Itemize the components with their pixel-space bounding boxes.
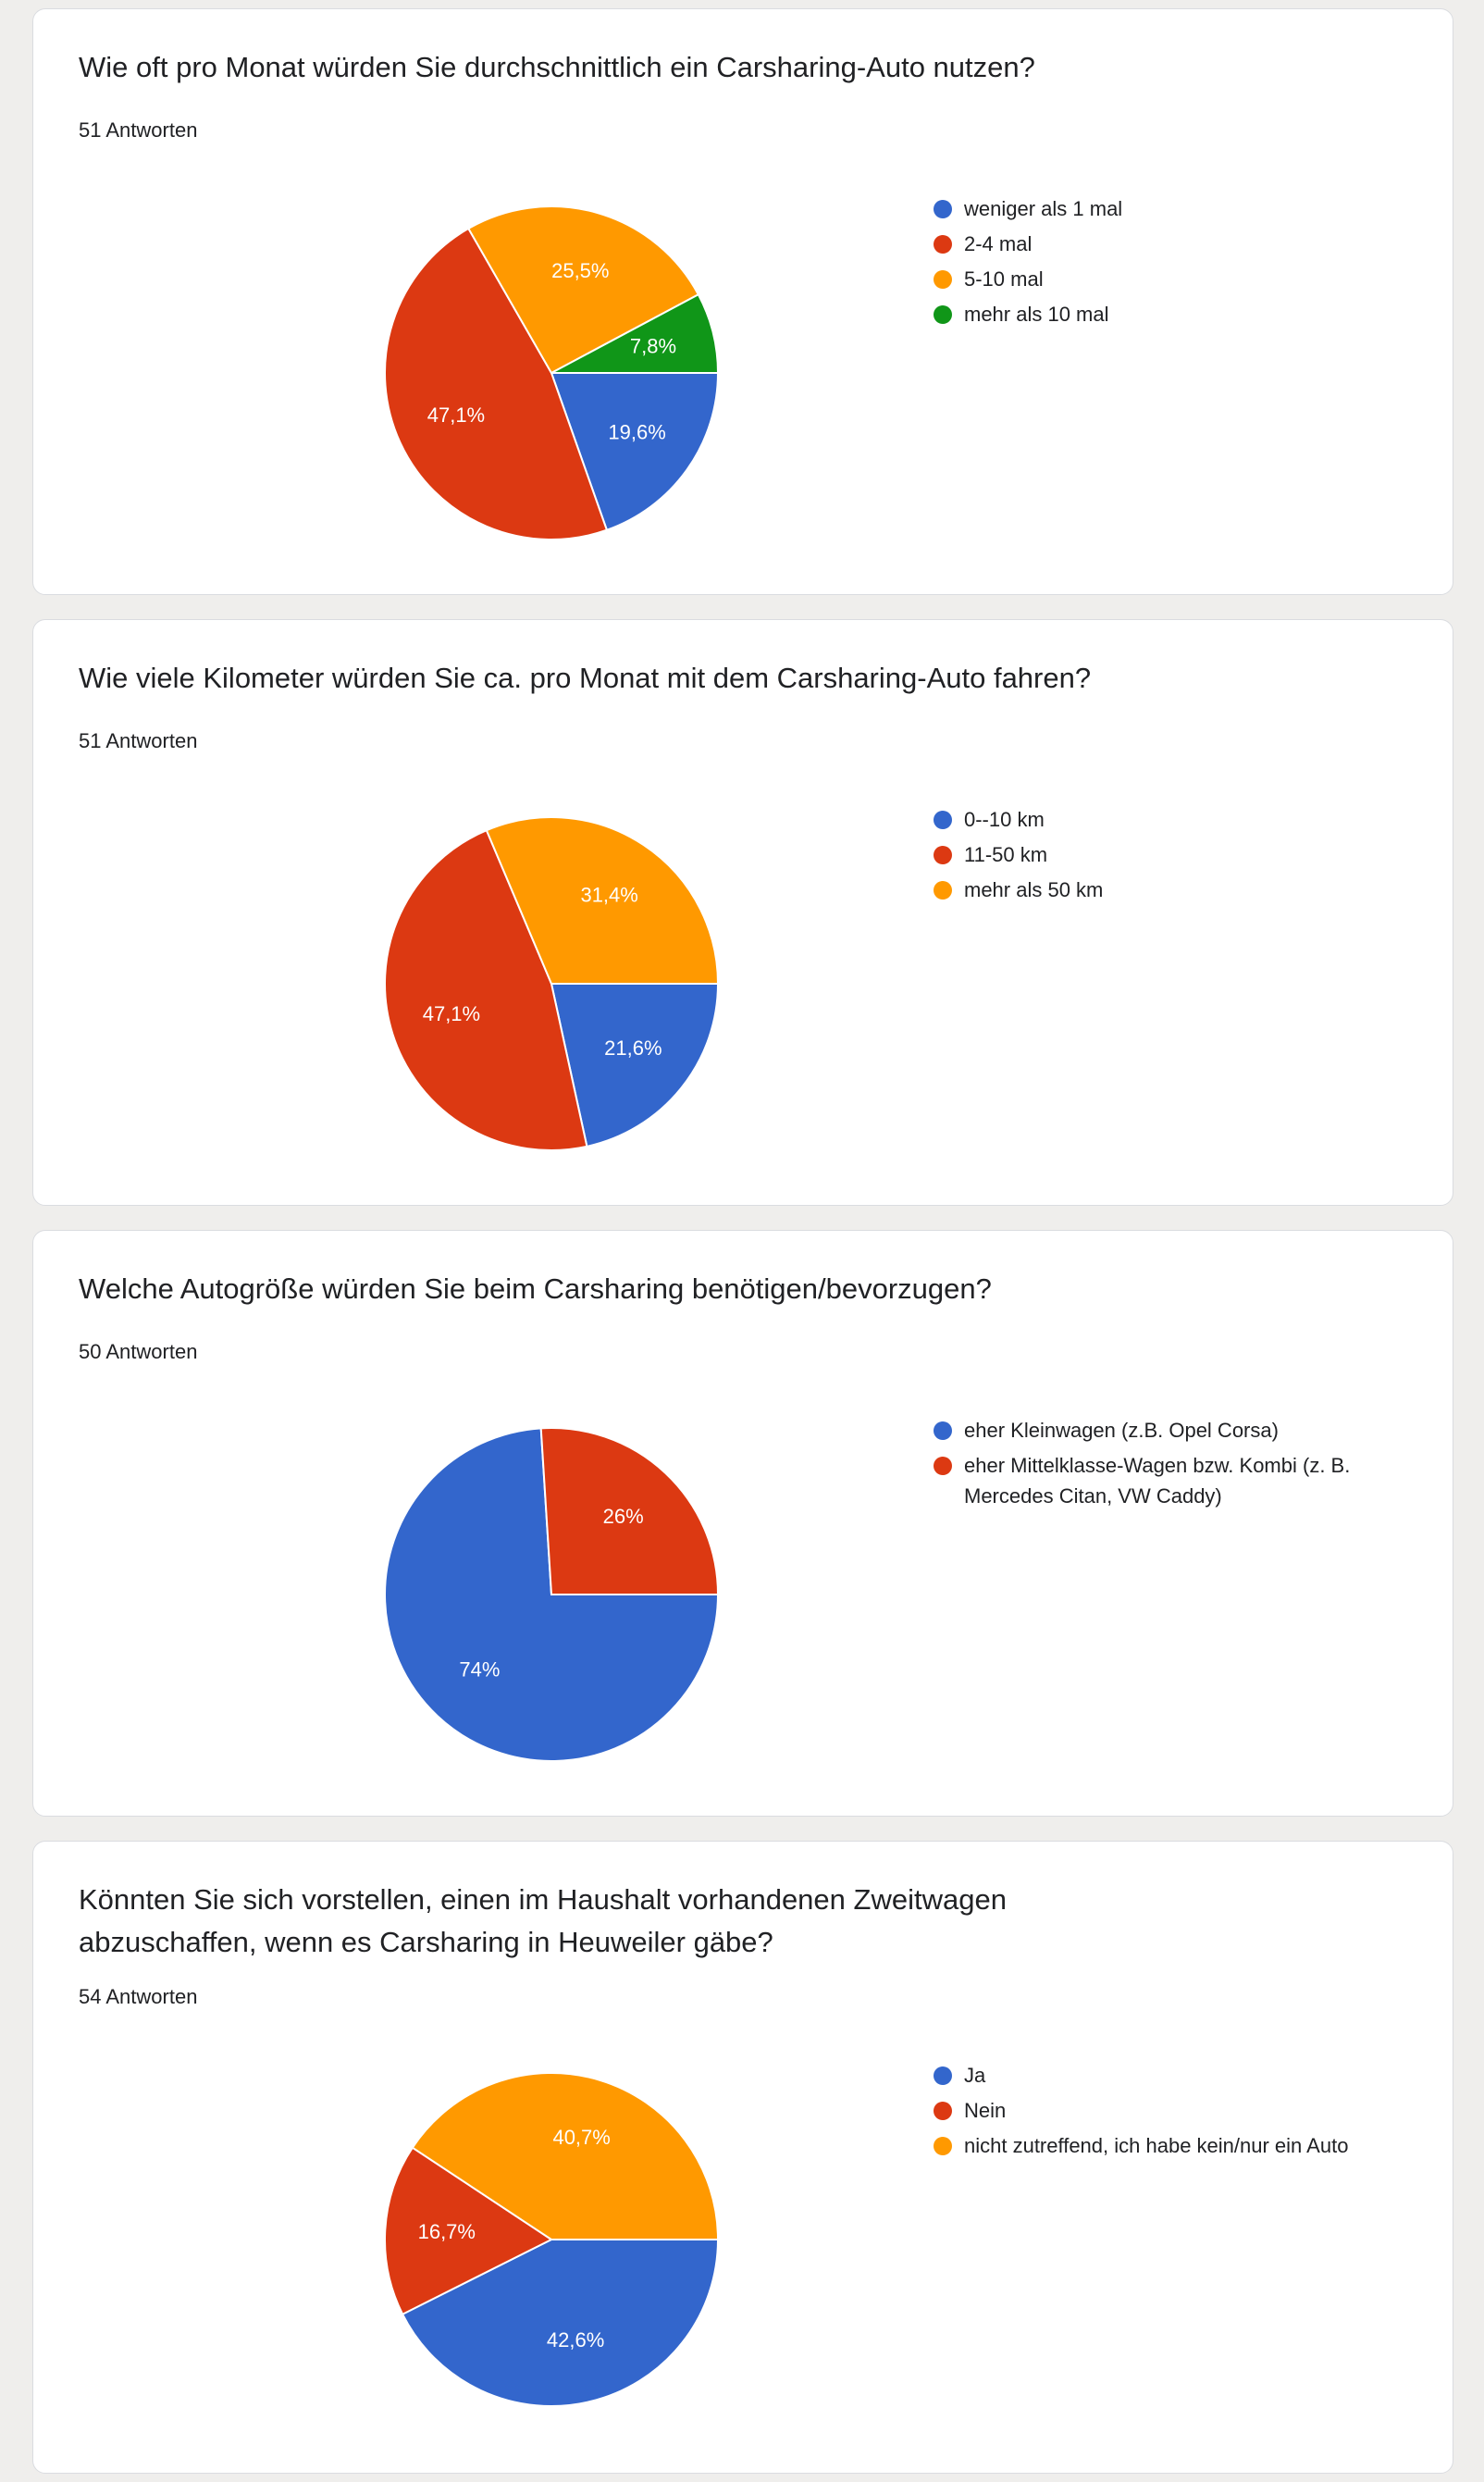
legend-label: 11-50 km [964,843,1048,866]
pie-chart: 42,6% 16,7% 40,7% [384,2072,720,2407]
pie-slice[interactable] [466,205,700,375]
legend-item[interactable]: nicht zutreffend, ich habe kein/nur ein … [934,2130,1378,2161]
slice-value-label: 7,8% [630,334,676,357]
pie-chart: 21,6% 47,1% 31,4% [384,816,720,1151]
pie-slice[interactable] [550,983,720,1148]
response-count: 51 Antworten [79,118,198,142]
slice-value-label: 26% [603,1505,644,1528]
legend-item[interactable]: eher Mittelklasse-Wagen bzw. Kombi (z. B… [934,1450,1378,1511]
pie-slice[interactable] [550,292,720,374]
question-card-3: Welche Autogröße würden Sie beim Carshar… [32,1230,1453,1817]
pie-slice[interactable] [384,828,588,1151]
response-count: 54 Antworten [79,1985,198,2008]
question-title: Wie oft pro Monat würden Sie durchschnit… [79,51,1035,83]
chart-legend: Ja Nein nicht zutreffend, ich habe kein/… [934,2060,1378,2166]
pie-slice[interactable] [384,227,609,540]
slice-value-label: 42,6% [547,2328,604,2352]
legend-label: Nein [964,2099,1007,2122]
chart-legend: eher Kleinwagen (z.B. Opel Corsa) eher M… [934,1415,1378,1516]
question-card-1: Wie oft pro Monat würden Sie durchschnit… [32,8,1453,595]
slice-value-label: 16,7% [418,2220,476,2243]
legend-label: mehr als 50 km [964,878,1104,901]
legend-label: eher Mittelklasse-Wagen bzw. Kombi (z. B… [964,1454,1351,1508]
legend-dot-icon [934,1457,952,1475]
question-card-4: Könnten Sie sich vorstellen, einen im Ha… [32,1841,1453,2474]
question-title: Welche Autogröße würden Sie beim Carshar… [79,1272,992,1305]
pie-slice[interactable] [485,816,720,985]
pie-chart: 74% 26% [384,1427,720,1762]
legend-dot-icon [934,846,952,864]
legend-item[interactable]: 11-50 km [934,839,1378,870]
legend-dot-icon [934,2066,952,2085]
legend-label: 5-10 mal [964,267,1044,291]
legend-item[interactable]: mehr als 50 km [934,875,1378,905]
slice-value-label: 74% [459,1657,500,1681]
legend-item[interactable]: Nein [934,2095,1378,2126]
question-title: Wie viele Kilometer würden Sie ca. pro M… [79,662,1092,694]
pie-slice[interactable] [539,1427,720,1595]
slice-value-label: 25,5% [551,259,609,282]
response-count: 51 Antworten [79,729,198,752]
question-title: Könnten Sie sich vorstellen, einen im Ha… [79,1883,1007,1958]
legend-label: eher Kleinwagen (z.B. Opel Corsa) [964,1419,1279,1442]
legend-item[interactable]: 2-4 mal [934,229,1378,259]
legend-dot-icon [934,305,952,324]
slice-value-label: 31,4% [580,883,637,906]
legend-dot-icon [934,2102,952,2120]
legend-item[interactable]: 5-10 mal [934,264,1378,294]
legend-dot-icon [934,2137,952,2155]
legend-item[interactable]: weniger als 1 mal [934,193,1378,224]
chart-legend: 0--10 km 11-50 km mehr als 50 km [934,804,1378,910]
legend-label: mehr als 10 mal [964,303,1109,326]
legend-label: 2-4 mal [964,232,1033,255]
slice-value-label: 40,7% [552,2126,610,2149]
legend-label: weniger als 1 mal [964,197,1123,220]
legend-label: nicht zutreffend, ich habe kein/nur ein … [964,2134,1349,2157]
legend-label: 0--10 km [964,808,1045,831]
legend-dot-icon [934,200,952,218]
question-card-2: Wie viele Kilometer würden Sie ca. pro M… [32,619,1453,1206]
pie-chart: 19,6% 47,1% 25,5% 7,8% [384,205,720,540]
chart-legend: weniger als 1 mal 2-4 mal 5-10 mal mehr … [934,193,1378,334]
response-count: 50 Antworten [79,1340,198,1363]
legend-dot-icon [934,811,952,829]
legend-dot-icon [934,270,952,289]
legend-item[interactable]: 0--10 km [934,804,1378,835]
legend-dot-icon [934,235,952,254]
pie-slice[interactable] [411,2072,720,2240]
legend-dot-icon [934,881,952,900]
slice-value-label: 47,1% [427,403,485,427]
legend-dot-icon [934,1421,952,1440]
legend-item[interactable]: eher Kleinwagen (z.B. Opel Corsa) [934,1415,1378,1446]
pie-slice[interactable] [384,2146,553,2316]
legend-item[interactable]: Ja [934,2060,1378,2091]
legend-item[interactable]: mehr als 10 mal [934,299,1378,329]
slice-value-label: 19,6% [608,420,665,443]
pie-slice[interactable] [401,2239,720,2407]
slice-value-label: 21,6% [604,1036,662,1060]
legend-label: Ja [964,2064,986,2087]
slice-value-label: 47,1% [423,1002,480,1025]
